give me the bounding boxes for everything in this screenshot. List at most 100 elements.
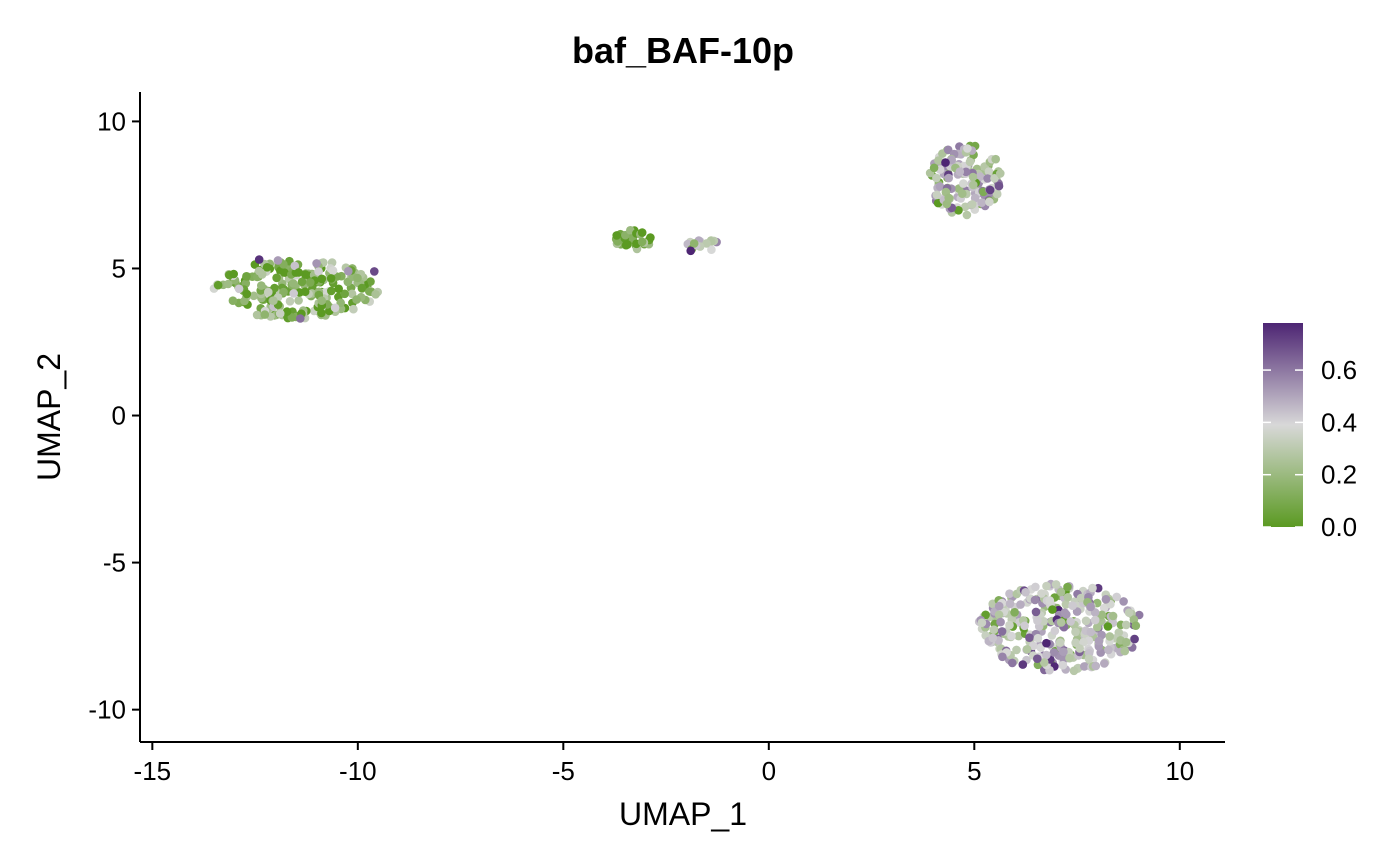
- scatter-point: [1050, 626, 1060, 636]
- colorbar-gradient: [1263, 323, 1303, 527]
- scatter-point: [1051, 580, 1061, 589]
- scatter-point: [357, 283, 367, 293]
- scatter-point: [1124, 608, 1134, 617]
- scatter-point: [962, 210, 972, 220]
- scatter-point: [1042, 638, 1051, 648]
- scatter-point: [272, 273, 281, 283]
- scatter-point: [646, 233, 655, 242]
- scatter-point: [944, 193, 953, 203]
- scatter-point: [963, 144, 972, 153]
- scatter-point: [327, 286, 336, 296]
- scatter-point: [223, 279, 233, 289]
- scatter-point: [1130, 634, 1139, 644]
- scatter-point: [1099, 603, 1109, 613]
- scatter-point: [994, 610, 1004, 620]
- scatter-point: [984, 167, 994, 176]
- y-tick-label: -10: [88, 695, 126, 725]
- scatter-point: [287, 313, 297, 322]
- scatter-point: [1071, 627, 1080, 637]
- scatter-point: [996, 169, 1005, 178]
- scatter-point: [366, 277, 375, 286]
- scatter-point: [1007, 631, 1016, 641]
- scatter-point: [269, 296, 278, 306]
- x-tick-label: 5: [967, 756, 981, 786]
- scatter-point: [992, 189, 1002, 199]
- scatter-point: [1120, 646, 1130, 656]
- scatter-point: [1031, 582, 1040, 592]
- scatter-point: [1066, 617, 1075, 626]
- scatter-point: [965, 157, 975, 167]
- scatter-point: [1056, 587, 1066, 597]
- scatter-point: [262, 263, 272, 272]
- scatter-point: [317, 296, 327, 306]
- scatter-point: [336, 298, 346, 308]
- scatter-point: [969, 180, 978, 190]
- scatter-point: [296, 314, 305, 323]
- scatter-points: [209, 141, 1144, 676]
- scatter-point: [1121, 620, 1131, 630]
- scatter-point: [328, 266, 338, 275]
- scatter-point: [1020, 621, 1029, 631]
- scatter-point: [961, 167, 971, 177]
- scatter-point: [290, 261, 300, 271]
- scatter-point: [967, 200, 977, 209]
- scatter-point: [1005, 599, 1015, 608]
- scatter-point: [1021, 588, 1030, 597]
- scatter-point: [998, 652, 1007, 662]
- scatter-point: [273, 256, 283, 265]
- scatter-point: [943, 145, 953, 155]
- x-axis-ticks: -15 -10 -5 0 5 10: [134, 742, 1194, 786]
- scatter-point: [955, 167, 965, 176]
- chart-title: baf_BAF-10p: [572, 30, 794, 71]
- scatter-point: [289, 279, 298, 288]
- scatter-point: [297, 277, 307, 287]
- x-tick-label: -10: [339, 756, 377, 786]
- scatter-point: [623, 240, 632, 249]
- scatter-point: [1088, 583, 1097, 593]
- scatter-point: [1030, 595, 1040, 605]
- x-axis-label: UMAP_1: [619, 796, 747, 832]
- scatter-point: [252, 310, 262, 320]
- scatter-point: [1061, 600, 1071, 609]
- colorbar-tick-label: 0.0: [1321, 512, 1357, 542]
- y-tick-label: 5: [112, 253, 126, 283]
- scatter-point: [985, 197, 994, 207]
- scatter-point: [1100, 659, 1109, 668]
- scatter-point: [228, 296, 238, 306]
- y-tick-label: 10: [97, 106, 126, 136]
- scatter-point: [960, 202, 970, 212]
- scatter-point: [306, 278, 315, 287]
- scatter-point: [637, 237, 647, 247]
- scatter-point: [990, 174, 999, 183]
- scatter-point: [294, 296, 303, 305]
- scatter-point: [1055, 638, 1065, 647]
- scatter-point: [954, 206, 963, 215]
- scatter-point: [989, 625, 999, 634]
- y-axis-ticks: 10 5 0 -5 -10: [88, 106, 140, 725]
- scatter-point: [612, 231, 621, 240]
- scatter-point: [1065, 653, 1074, 663]
- scatter-point: [1131, 621, 1141, 630]
- scatter-point: [994, 181, 1004, 191]
- scatter-point: [959, 179, 968, 188]
- scatter-point: [1079, 637, 1088, 647]
- y-tick-label: -5: [103, 548, 126, 578]
- scatter-point: [1033, 616, 1042, 625]
- scatter-point: [1086, 627, 1096, 637]
- scatter-point: [275, 309, 285, 318]
- scatter-point: [985, 185, 995, 195]
- colorbar-ticks: 0.0 0.2 0.4 0.6: [1263, 355, 1357, 542]
- scatter-point: [254, 255, 264, 264]
- scatter-point: [1008, 658, 1017, 668]
- scatter-point: [707, 245, 716, 254]
- scatter-point: [1060, 608, 1070, 617]
- scatter-point: [1048, 605, 1057, 614]
- scatter-point: [1049, 648, 1059, 657]
- scatter-point: [977, 198, 986, 207]
- scatter-point: [932, 190, 942, 200]
- scatter-point: [279, 287, 288, 297]
- colorbar-tick-label: 0.4: [1321, 407, 1357, 437]
- scatter-point: [968, 172, 978, 182]
- x-tick-label: -15: [134, 756, 172, 786]
